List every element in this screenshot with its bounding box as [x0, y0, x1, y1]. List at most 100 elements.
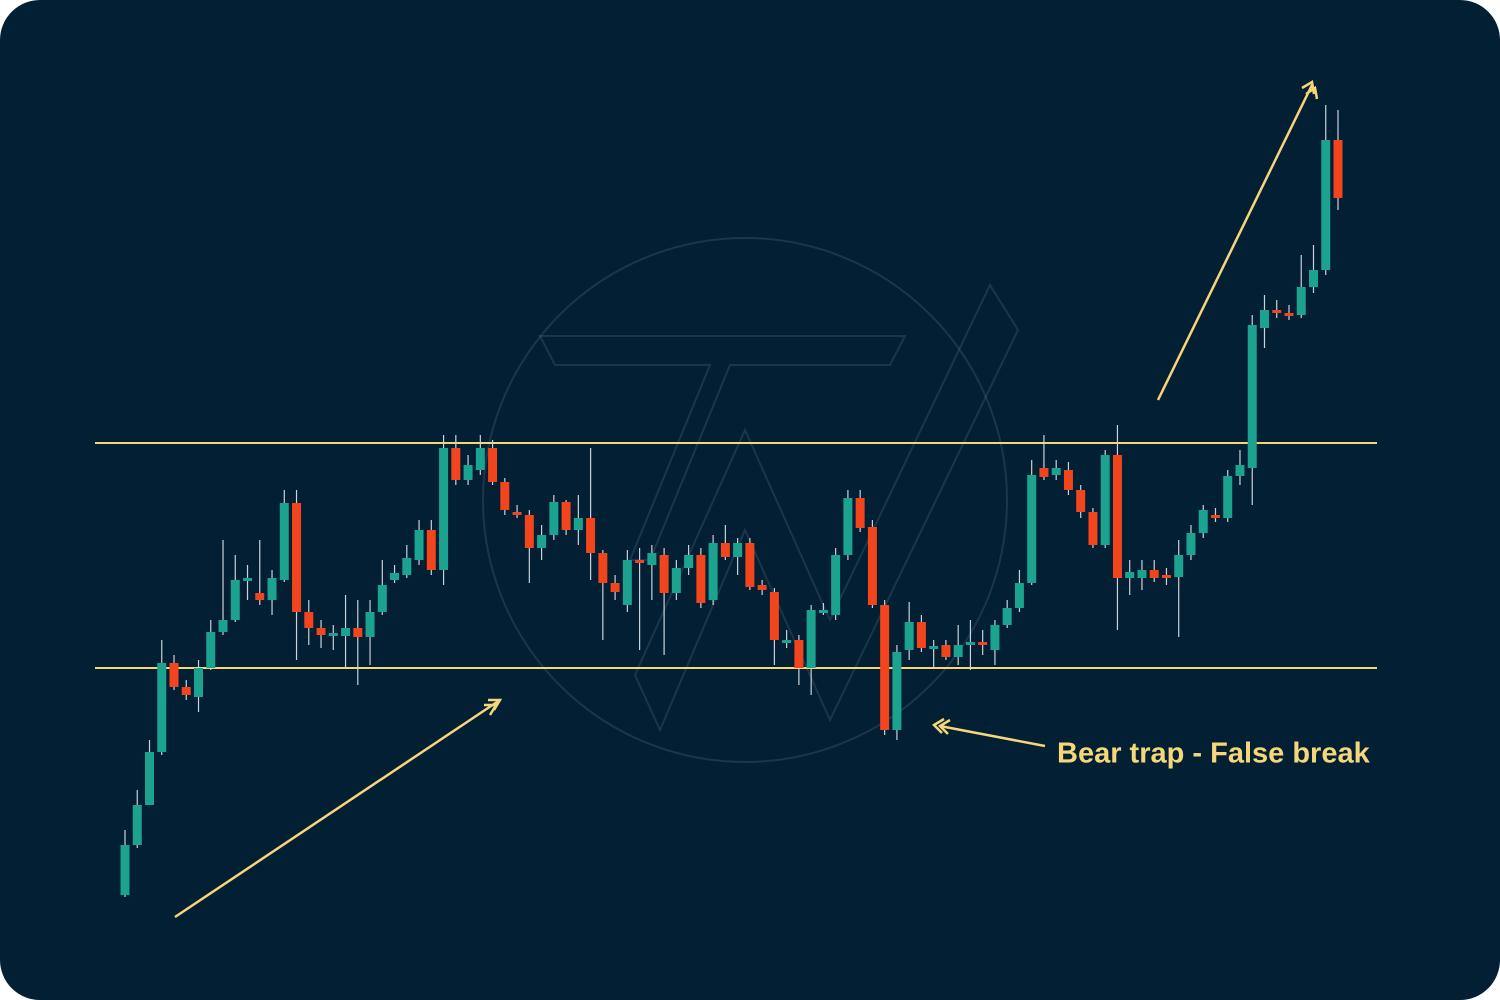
candle-body [218, 620, 228, 632]
candle-body [941, 645, 951, 657]
candle-body [1088, 512, 1098, 545]
candle-body [1223, 476, 1233, 518]
candle-body [1112, 455, 1122, 578]
candle-body [341, 628, 351, 636]
candle-body [194, 668, 204, 697]
candle-body [1137, 570, 1147, 578]
candle-body [1272, 310, 1282, 313]
candle-body [243, 578, 253, 581]
candle-body [549, 502, 559, 535]
candle-body [316, 628, 326, 635]
candle-body [500, 482, 510, 510]
candle-body [439, 448, 449, 570]
candle-body [1063, 470, 1073, 490]
candle-body [990, 625, 1000, 650]
candle-body [463, 465, 473, 480]
candle-body [292, 503, 302, 612]
candle-body [169, 663, 179, 687]
candle-body [475, 448, 485, 470]
candle-body [880, 605, 890, 730]
candle-body [965, 642, 975, 645]
candle-body [561, 502, 571, 530]
candle-body [843, 498, 853, 555]
candle-body [1174, 555, 1184, 577]
candle-body [867, 527, 877, 605]
candle-body [1051, 468, 1061, 475]
candle-body [733, 543, 743, 557]
candle-body [145, 752, 155, 805]
candle-body [1027, 475, 1037, 583]
candle-body [1210, 515, 1220, 518]
candle-body [892, 652, 902, 730]
candle-body [1100, 455, 1110, 545]
candle-body [978, 642, 988, 645]
candle-body [708, 543, 718, 600]
candle-body [916, 622, 926, 648]
candle-body [622, 560, 632, 605]
candle-body [1076, 490, 1086, 512]
candle-body [181, 687, 191, 695]
candle-body [402, 558, 412, 575]
candle-body [1247, 325, 1257, 468]
candle-body [1186, 533, 1196, 555]
candle-body [1284, 313, 1294, 316]
candle-body [353, 628, 363, 637]
candle-body [1014, 583, 1024, 608]
candle-body [818, 610, 828, 613]
candle-body [1149, 570, 1159, 578]
candle-body [328, 633, 338, 636]
candle-body [304, 612, 314, 628]
candle-body [647, 553, 657, 565]
candle-body [573, 518, 583, 530]
candle-body [696, 555, 706, 603]
candle-body [1259, 310, 1269, 328]
candle-body [806, 610, 816, 668]
candle-body [635, 560, 645, 563]
candle-body [132, 805, 142, 845]
candle-body [855, 498, 865, 528]
candle-body [451, 448, 461, 480]
candle-body [1333, 140, 1343, 198]
candle-body [684, 555, 694, 568]
candle-body [720, 543, 730, 557]
candle-body [377, 585, 387, 612]
candle-body [745, 543, 755, 587]
candle-body [1125, 572, 1135, 578]
candle-body [610, 583, 620, 592]
candle-body [1002, 608, 1012, 625]
candle-body [414, 530, 424, 560]
candle-body [1198, 510, 1208, 533]
candle-body [586, 518, 596, 553]
candle-body [206, 632, 216, 668]
candle-body [953, 645, 963, 657]
candle-body [1308, 270, 1318, 287]
candle-body [659, 555, 669, 593]
candle-body [537, 535, 547, 548]
candle-body [488, 448, 498, 482]
candle-body [1039, 468, 1049, 477]
candle-body [157, 663, 167, 752]
candle-body [929, 646, 939, 649]
candle-body [757, 585, 767, 590]
candle-body [1235, 465, 1245, 476]
candle-body [524, 515, 534, 548]
candle-body [255, 593, 265, 600]
candle-body [230, 580, 240, 620]
candle-body [267, 578, 277, 600]
candle-body [1296, 287, 1306, 315]
candle-body [794, 640, 804, 668]
candle-body [365, 612, 375, 637]
arrows [174, 79, 1319, 919]
candle-body [512, 512, 522, 515]
candle-body [904, 622, 914, 650]
candle-body [120, 845, 130, 895]
candle-body [782, 640, 792, 643]
candle-body [1161, 575, 1171, 578]
candle-body [390, 573, 400, 580]
candle-body [1321, 140, 1331, 270]
candle-body [671, 568, 681, 593]
candle-body [769, 592, 779, 640]
